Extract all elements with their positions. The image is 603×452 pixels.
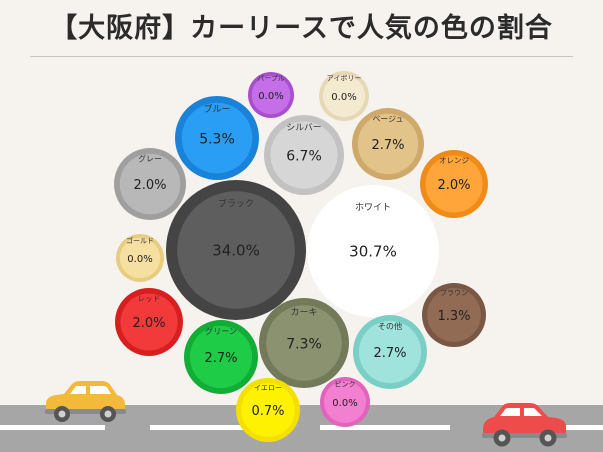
bubble-label: ブラウン (440, 288, 468, 297)
red-car-icon (482, 403, 567, 447)
bubble: ホワイト 30.7% (307, 185, 439, 317)
bubble: ブラウン 1.3% (422, 283, 486, 347)
bubble: レッド 2.0% (115, 288, 183, 356)
bubble-fill (120, 293, 178, 351)
bubble: カーキ 7.3% (259, 298, 349, 388)
bubble-fill (189, 325, 253, 389)
bubble-label: カーキ (290, 307, 317, 318)
bubble: ブラック 34.0% (166, 180, 306, 320)
chart-title: 【大阪府】カーリースで人気の色の割合 (50, 13, 553, 44)
bubble-value: 2.0% (132, 316, 165, 331)
bubble-fill (425, 155, 483, 213)
bubble-label: パープル (257, 75, 285, 83)
road-lane-mark (320, 425, 450, 430)
bubble-label: オレンジ (439, 156, 469, 165)
road-lane-mark (150, 425, 270, 430)
yellow-car-icon (45, 381, 126, 422)
bubble-fill (357, 113, 419, 175)
bubble-value: 6.7% (286, 148, 322, 164)
bubble-value: 0.0% (127, 254, 152, 265)
car-window (500, 408, 520, 416)
bubble: ブルー 5.3% (175, 96, 259, 180)
bubble-label: ベージュ (373, 115, 404, 124)
bubble-fill (323, 75, 365, 117)
bubble-value: 5.3% (199, 131, 235, 147)
bubble-label: レッド (138, 294, 160, 303)
bubble-fill (266, 305, 342, 381)
car-window (90, 386, 111, 394)
bubble-value: 34.0% (212, 242, 260, 260)
bubble-value: 2.0% (133, 178, 166, 193)
bubble: オレンジ 2.0% (420, 150, 488, 218)
bubble: アイボリー 0.0% (319, 71, 369, 121)
bubble-fill (251, 75, 291, 115)
bubble: ピンク 0.0% (320, 377, 370, 427)
bubble: シルバー 6.7% (264, 115, 344, 195)
bubble-value: 1.3% (437, 309, 470, 324)
bubble-fill (427, 288, 481, 342)
title-divider (30, 56, 573, 57)
bubble-label: ピンク (335, 381, 356, 389)
bubble: その他 2.7% (353, 315, 427, 389)
bubble-value: 0.0% (331, 92, 356, 103)
bubble-value: 2.7% (371, 138, 404, 153)
car-body (483, 403, 566, 436)
bubble-label: ゴールド (126, 236, 154, 245)
bubble-fill (181, 102, 253, 174)
bubble-value: 0.0% (258, 91, 283, 102)
bubble-label: シルバー (286, 122, 321, 133)
bubble-fill (177, 191, 295, 309)
bubble-label: イエロー (254, 383, 282, 392)
bubble-value: 30.7% (349, 243, 397, 261)
bubble: グリーン 2.7% (184, 320, 258, 394)
bubble-label: アイボリー (327, 75, 362, 83)
bubble-value: 0.0% (332, 398, 357, 409)
car-wheel (58, 410, 66, 418)
bubble-label: ブラック (218, 198, 254, 210)
bubble-label: ホワイト (355, 202, 391, 213)
bubble: イエロー 0.7% (236, 378, 300, 442)
car-wheel (544, 434, 552, 442)
bubble: パープル 0.0% (248, 72, 294, 118)
bubble-value: 0.7% (251, 404, 284, 419)
bubble-fill (119, 153, 181, 215)
car-window (524, 408, 542, 416)
bubble-value: 2.7% (204, 351, 237, 366)
bubble-fill (119, 237, 161, 279)
bubble: グレー 2.0% (114, 148, 186, 220)
bubble-fill (241, 383, 295, 437)
bubble-value: 2.7% (373, 346, 406, 361)
bubble-value: 7.3% (286, 336, 322, 352)
car-wheel (498, 434, 506, 442)
bubble: ベージュ 2.7% (352, 108, 424, 180)
bubble-fill (317, 195, 429, 307)
bubble: ゴールド 0.0% (116, 234, 164, 282)
bubble-label: ブルー (203, 103, 230, 115)
car-window (70, 386, 86, 394)
bubble-fill (324, 381, 366, 423)
bubble-label: その他 (378, 321, 402, 331)
bubble-fill (270, 121, 338, 189)
bubble-value: 2.0% (437, 178, 470, 193)
bubble-fill (358, 320, 422, 384)
car-wheel (104, 410, 112, 418)
bubble-label: グリーン (205, 326, 237, 336)
road-lane-mark (0, 425, 105, 430)
bubble-label: グレー (138, 154, 162, 164)
